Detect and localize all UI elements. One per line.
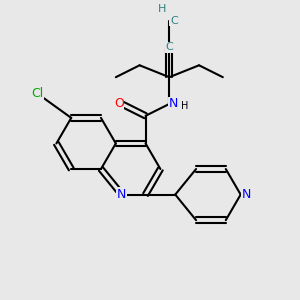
Text: C: C (170, 16, 178, 26)
Text: N: N (242, 188, 251, 201)
Text: H: H (158, 4, 166, 14)
Text: N: N (117, 188, 127, 201)
Text: O: O (114, 98, 124, 110)
Text: C: C (165, 43, 173, 52)
Text: H: H (181, 101, 188, 111)
Text: N: N (169, 98, 178, 110)
Text: Cl: Cl (31, 87, 43, 100)
